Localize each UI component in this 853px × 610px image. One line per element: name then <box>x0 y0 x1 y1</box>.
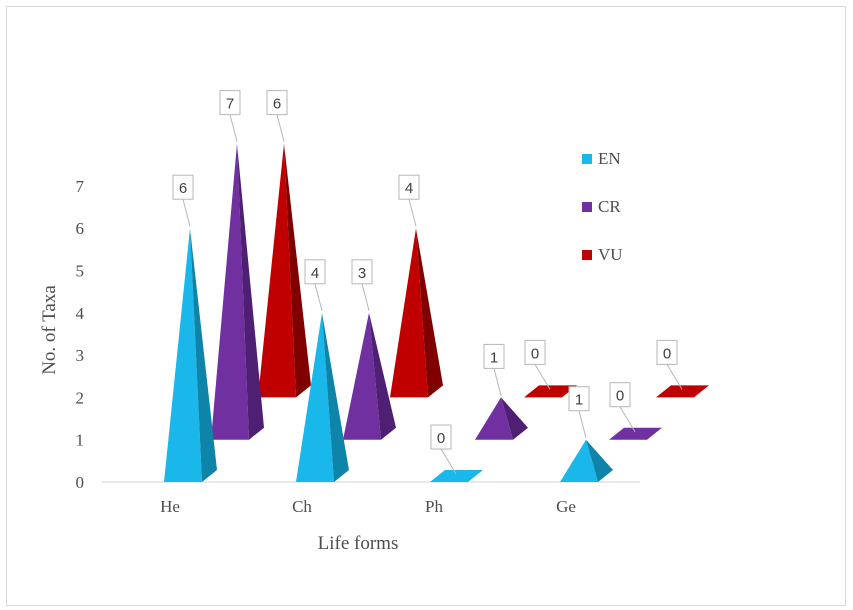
svg-text:1: 1 <box>490 349 498 366</box>
bar-en-ch-side <box>322 312 349 482</box>
bar-vu-he-side <box>284 143 311 398</box>
x-axis-title: Life forms <box>318 533 399 554</box>
bar-cr-he-side <box>237 143 264 440</box>
svg-text:0: 0 <box>663 345 671 362</box>
y-axis-ticks: 0 1 2 3 4 5 6 7 <box>76 177 85 492</box>
chart-marks <box>164 143 709 482</box>
data-label-en-ge: 1 <box>568 386 590 438</box>
bar-vu-ch-side <box>416 228 443 398</box>
bar-en-ph-flat <box>430 470 483 482</box>
svg-text:0: 0 <box>531 345 539 362</box>
bar-en-he-side <box>190 228 217 482</box>
bar-en-ch-front <box>296 312 334 482</box>
bar-vu-he-front <box>258 143 296 398</box>
data-label-cr-he: 7 <box>219 90 241 142</box>
y-tick-label: 7 <box>76 177 85 196</box>
bar-cr-ph-side <box>501 397 528 440</box>
y-tick-label: 2 <box>76 388 85 407</box>
svg-text:6: 6 <box>273 96 281 113</box>
y-axis-title: No. of Taxa <box>39 285 60 375</box>
bar-vu-ph-flat <box>524 385 577 398</box>
svg-text:6: 6 <box>179 180 187 197</box>
x-tick-label: Ph <box>425 497 443 516</box>
bar-vu-ge-flat <box>656 385 709 398</box>
bar-cr-ph-front <box>475 397 513 440</box>
data-label-cr-ge: 0 <box>609 382 636 432</box>
svg-text:7: 7 <box>226 96 234 113</box>
y-tick-label: 5 <box>76 262 85 281</box>
legend-label-cr: CR <box>598 197 621 216</box>
legend-swatch-vu <box>582 250 592 260</box>
legend-swatch-en <box>582 154 592 164</box>
svg-text:0: 0 <box>437 430 445 447</box>
svg-text:1: 1 <box>575 392 583 409</box>
x-tick-label: Ch <box>292 497 312 516</box>
legend-label-vu: VU <box>598 245 623 264</box>
svg-text:3: 3 <box>358 265 366 282</box>
y-tick-label: 4 <box>76 304 85 323</box>
bar-en-he-front <box>164 228 202 482</box>
bar-cr-ch-side <box>369 312 396 440</box>
data-label-cr-ch: 3 <box>351 259 373 311</box>
x-tick-label: Ge <box>556 497 576 516</box>
data-label-en-ch: 4 <box>304 259 326 311</box>
legend-label-en: EN <box>598 149 621 168</box>
y-tick-label: 0 <box>76 473 85 492</box>
bar-cr-ge-flat <box>609 427 662 440</box>
y-tick-label: 3 <box>76 346 85 365</box>
data-label-cr-ph: 1 <box>483 343 505 396</box>
data-label-en-ph: 0 <box>430 424 457 475</box>
data-label-vu-ph: 0 <box>524 339 551 390</box>
bar-en-ge-front <box>560 439 598 482</box>
svg-text:4: 4 <box>405 180 413 197</box>
y-tick-label: 6 <box>76 219 85 238</box>
data-label-en-he: 6 <box>172 174 194 227</box>
legend: EN CR VU <box>582 149 623 264</box>
data-label-vu-he: 6 <box>266 90 288 142</box>
data-label-vu-ch: 4 <box>398 174 420 227</box>
bar-cr-he-front <box>211 143 249 440</box>
y-tick-label: 1 <box>76 431 85 450</box>
svg-text:0: 0 <box>616 388 624 405</box>
data-label-vu-ge: 0 <box>656 339 683 390</box>
bar-vu-ch-front <box>390 228 428 398</box>
x-tick-label: He <box>160 497 180 516</box>
x-axis-ticks: He Ch Ph Ge <box>160 497 576 516</box>
bar-en-ge-side <box>586 439 613 482</box>
legend-swatch-cr <box>582 202 592 212</box>
svg-text:4: 4 <box>311 265 319 282</box>
bar-cr-ch-front <box>343 312 381 440</box>
